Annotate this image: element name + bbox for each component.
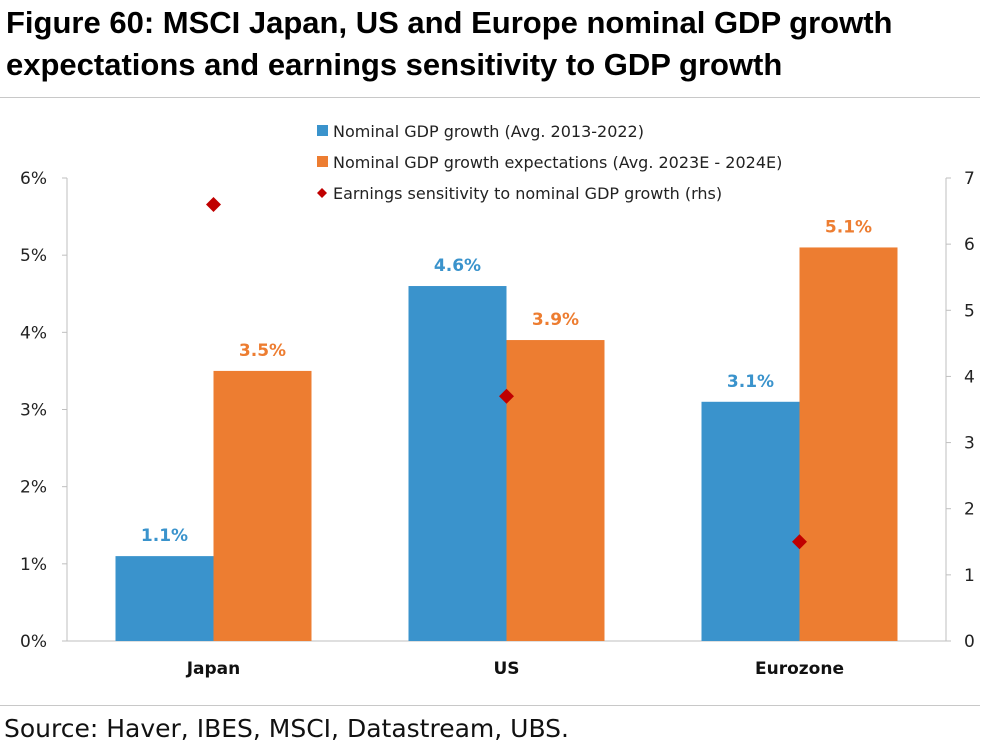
bar xyxy=(701,401,800,641)
category-label: Eurozone xyxy=(755,659,844,679)
chart: Nominal GDP growth (Avg. 2013-2022) Nomin… xyxy=(20,122,975,679)
source-note: Source: Haver, IBES, MSCI, Datastream, U… xyxy=(4,714,569,743)
legend: Nominal GDP growth (Avg. 2013-2022) Nomin… xyxy=(317,122,782,203)
data-label: 3.1% xyxy=(727,372,774,392)
bar xyxy=(799,247,898,641)
right-tick-label: 4 xyxy=(964,367,975,387)
legend-swatch xyxy=(317,125,328,136)
data-label: 3.9% xyxy=(532,310,579,330)
bar xyxy=(408,286,507,641)
legend-swatch xyxy=(317,188,327,198)
left-tick-label: 2% xyxy=(20,478,47,498)
diamond-marker xyxy=(206,196,221,212)
category-label: US xyxy=(493,659,519,679)
category-axis: Japan US Eurozone xyxy=(186,659,844,679)
legend-label: Nominal GDP growth expectations (Avg. 20… xyxy=(333,153,782,172)
diamond-marker xyxy=(499,388,514,404)
right-tick-label: 5 xyxy=(964,301,975,321)
diamond-marker xyxy=(792,534,807,550)
category-label: Japan xyxy=(186,659,241,679)
right-tick-label: 3 xyxy=(964,434,975,454)
legend-label: Earnings sensitivity to nominal GDP grow… xyxy=(333,184,722,203)
left-tick-label: 3% xyxy=(20,401,47,421)
left-tick-label: 6% xyxy=(20,169,47,189)
right-tick-label: 6 xyxy=(964,235,975,255)
left-tick-label: 4% xyxy=(20,323,47,343)
left-tick-label: 1% xyxy=(20,555,47,575)
bar-series: 1.1% 3.5% 4.6% 3.9% 3.1% 5.1% xyxy=(115,217,898,641)
bar xyxy=(115,556,214,641)
source-divider xyxy=(0,705,980,706)
bar xyxy=(213,370,312,641)
data-label: 4.6% xyxy=(434,256,481,276)
right-axis: 0 1 2 3 4 5 6 7 xyxy=(945,169,975,652)
right-tick-label: 0 xyxy=(964,632,975,652)
marker-series xyxy=(206,196,807,550)
chart-title: Figure 60: MSCI Japan, US and Europe nom… xyxy=(6,5,893,82)
right-tick-label: 7 xyxy=(964,169,975,189)
legend-swatch xyxy=(317,156,328,167)
title-divider xyxy=(0,97,980,98)
data-label: 1.1% xyxy=(141,526,188,546)
data-label: 5.1% xyxy=(825,217,872,237)
right-tick-label: 2 xyxy=(964,500,975,520)
right-tick-label: 1 xyxy=(964,566,975,586)
data-label: 3.5% xyxy=(239,341,286,361)
legend-label: Nominal GDP growth (Avg. 2013-2022) xyxy=(333,122,644,141)
bar xyxy=(506,340,605,641)
left-tick-label: 0% xyxy=(20,632,47,652)
left-tick-label: 5% xyxy=(20,246,47,266)
